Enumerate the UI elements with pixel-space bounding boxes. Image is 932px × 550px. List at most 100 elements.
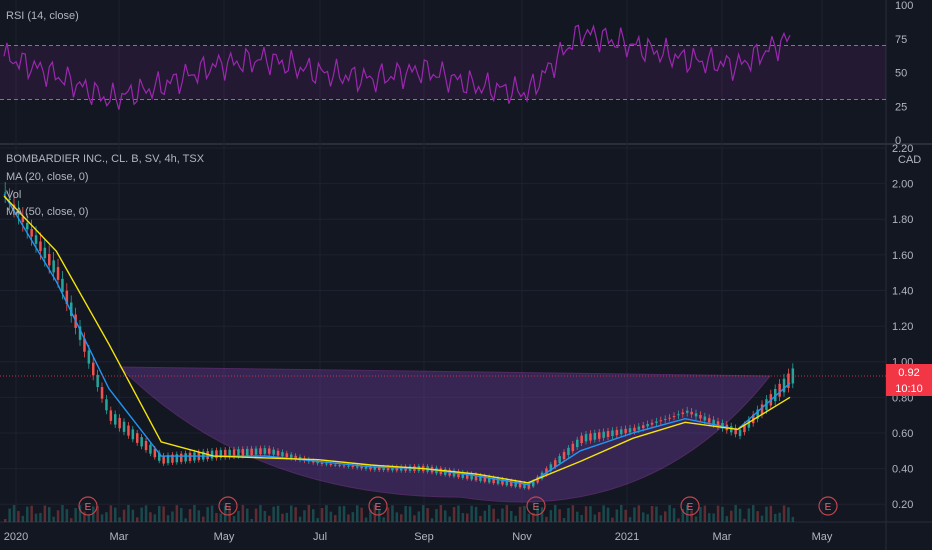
volume-bar (598, 512, 601, 522)
volume-bar (488, 505, 491, 522)
volume-bar (664, 511, 667, 522)
volume-bar (606, 507, 610, 522)
volume-bar (303, 510, 306, 522)
candle-body (268, 448, 271, 454)
candle-body (496, 477, 500, 484)
volume-bar (492, 508, 495, 522)
volume-bar (408, 506, 412, 522)
volume-bar (457, 505, 460, 522)
candle-body (655, 421, 658, 423)
ma20-legend[interactable]: MA (20, close, 0) (6, 171, 89, 183)
volume-bar (197, 510, 201, 522)
candle-body (92, 362, 95, 376)
volume-bar (87, 515, 91, 522)
volume-bar (215, 512, 218, 522)
candle-body (395, 466, 399, 471)
volume-bar (501, 508, 504, 522)
volume-bar (39, 512, 42, 522)
volume-bar (708, 513, 711, 522)
volume-bar (672, 508, 676, 522)
candle-body (171, 454, 174, 463)
volume-bar (554, 505, 557, 522)
candle-body (241, 449, 245, 456)
earnings-marker-label: E (825, 502, 832, 513)
volume-bar (562, 518, 566, 522)
candle-body (329, 464, 333, 466)
volume-bar (224, 505, 227, 522)
candle-body (466, 472, 469, 479)
volume-bar (496, 518, 500, 522)
volume-bar (637, 505, 641, 522)
candle-body (48, 254, 51, 266)
volume-bar (580, 514, 583, 522)
volume-bar (752, 505, 755, 522)
candle-body (180, 453, 183, 462)
candle-body (703, 416, 707, 421)
volume-bar (65, 509, 69, 522)
candle-body (166, 455, 170, 464)
candle-body (158, 452, 161, 461)
candle-body (628, 428, 632, 433)
volume-bar (342, 506, 346, 522)
volume-bar (360, 507, 363, 522)
volume-bar (149, 512, 152, 522)
rsi-tick-label: 75 (895, 34, 907, 46)
volume-legend[interactable]: Vol (6, 189, 22, 201)
volume-bar (686, 505, 689, 522)
candle-body (576, 439, 579, 448)
earnings-marker-label: E (533, 502, 540, 513)
candle-body (43, 247, 47, 259)
candle-body (734, 427, 737, 435)
volume-bar (109, 505, 113, 522)
candle-body (782, 378, 786, 393)
volume-bar (725, 516, 729, 522)
volume-bar (470, 505, 473, 522)
candle-body (774, 388, 777, 402)
candle-body (162, 455, 165, 464)
candle-body (34, 235, 38, 244)
volume-bar (250, 518, 253, 522)
candle-body (83, 338, 86, 352)
currency-label: CAD (898, 154, 921, 166)
volume-bar (122, 509, 126, 522)
ma50-legend[interactable]: MA (50, close, 0) (6, 206, 89, 218)
volume-bar (527, 513, 531, 522)
candle-body (479, 474, 482, 481)
rsi-tick-label: 0 (895, 135, 901, 147)
candle-body (668, 417, 671, 419)
candle-body (615, 429, 619, 436)
candle-body (100, 387, 104, 399)
candle-body (215, 450, 218, 459)
volume-bar (312, 509, 315, 522)
time-tick-label: Mar (713, 531, 732, 543)
volume-bar (734, 505, 737, 522)
time-tick-label: May (214, 531, 235, 543)
volume-bar (21, 515, 25, 522)
volume-bar (769, 505, 773, 522)
candle-body (567, 447, 570, 456)
candle-body (338, 465, 341, 467)
volume-bar (162, 506, 165, 522)
volume-bar (219, 513, 223, 522)
candle-body (263, 448, 267, 454)
candle-body (259, 448, 262, 455)
volume-bar (659, 515, 663, 522)
last-price-value: 0.92 (898, 367, 920, 379)
earnings-marker-label: E (225, 502, 232, 513)
candle-body (646, 424, 649, 427)
volume-bar (285, 512, 289, 522)
candle-body (96, 374, 99, 388)
volume-bar (422, 505, 425, 522)
volume-bar (241, 505, 245, 522)
volume-bar (325, 505, 328, 522)
candle-body (752, 414, 755, 424)
candle-body (747, 419, 751, 428)
volume-bar (690, 510, 693, 522)
volume-bar (474, 506, 478, 522)
volume-bar (624, 509, 627, 522)
candle-body (650, 422, 654, 425)
symbol-title[interactable]: BOMBARDIER INC., CL. B, SV, 4h, TSX (6, 153, 205, 165)
candle-body (136, 433, 139, 443)
candle-body (61, 278, 64, 292)
